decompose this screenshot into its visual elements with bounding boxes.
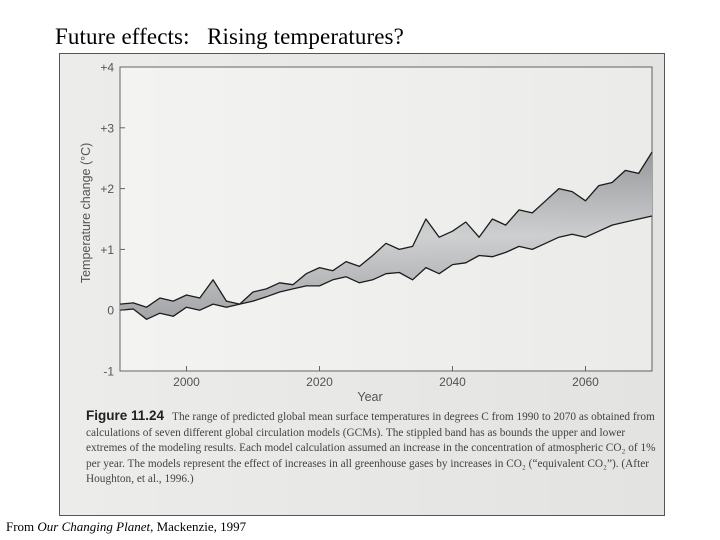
y-tick-label: +2 — [100, 182, 114, 196]
y-axis-ticks: +4 +3 +2 +1 0 -1 — [100, 61, 125, 379]
y-tick-label: +3 — [100, 121, 114, 135]
source-credit: From Our Changing Planet, Mackenzie, 199… — [6, 519, 246, 535]
credit-suffix: , Mackenzie, 1997 — [150, 519, 247, 534]
credit-book-title: Our Changing Planet — [37, 519, 151, 534]
lower-bound-line — [119, 215, 653, 320]
upper-bound-line — [119, 151, 653, 308]
y-axis-label: Temperature change (°C) — [79, 143, 93, 283]
figure-caption-text: The range of predicted global mean surfa… — [86, 411, 656, 485]
slide-title: Future effects: Rising temperatures? — [55, 24, 404, 49]
figure-caption: Figure 11.24 The range of predicted globa… — [86, 408, 656, 488]
x-tick-label: 2020 — [306, 375, 333, 389]
x-axis-ticks: 2000 2020 2040 2060 — [173, 366, 599, 389]
y-tick-label: -1 — [103, 365, 114, 379]
y-tick-label: 0 — [107, 304, 114, 318]
model-range-band — [120, 152, 652, 320]
figure-label: Figure 11.24 — [86, 408, 165, 423]
x-tick-label: 2040 — [439, 375, 466, 389]
x-axis-label: Year — [357, 390, 382, 404]
temperature-change-chart: +4 +3 +2 +1 0 -1 2000 2020 2040 2060 Temperature… — [79, 61, 653, 404]
scanned-figure: +4 +3 +2 +1 0 -1 2000 2020 2040 2060 Temperature… — [59, 53, 665, 516]
x-tick-label: 2000 — [173, 375, 200, 389]
credit-prefix: From — [6, 519, 38, 534]
y-tick-label: +1 — [100, 243, 114, 257]
x-tick-label: 2060 — [572, 375, 599, 389]
y-tick-label: +4 — [100, 61, 114, 75]
